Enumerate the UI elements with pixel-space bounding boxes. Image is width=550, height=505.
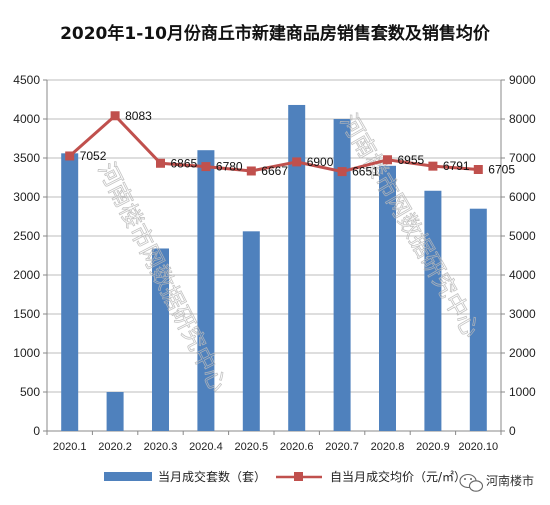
bar <box>424 190 442 431</box>
y-left-tick-label: 2000 <box>13 268 40 282</box>
line-marker <box>156 158 165 168</box>
brand: 河南楼市 <box>459 473 534 492</box>
line-marker <box>110 111 120 121</box>
data-label: 7052 <box>80 149 107 163</box>
legend-label-bars: 当月成交套数（套） <box>158 469 266 484</box>
y-right-tick-label: 8000 <box>509 112 536 126</box>
legend-swatch-bars <box>104 472 152 481</box>
line-marker <box>292 157 302 167</box>
line-marker <box>473 165 483 175</box>
x-tick-label: 2020.1 <box>53 441 87 453</box>
data-label: 6651 <box>352 165 379 179</box>
bar <box>469 208 487 431</box>
y-right-tick-label: 9000 <box>509 73 536 87</box>
x-tick-label: 2020.6 <box>280 441 314 453</box>
bar <box>288 104 306 432</box>
line-marker <box>383 155 392 165</box>
x-tick-label: 2020.7 <box>325 441 359 453</box>
data-label: 6780 <box>216 160 243 174</box>
y-left-tick-label: 4000 <box>13 112 40 126</box>
data-label: 6791 <box>443 159 470 173</box>
bar-series <box>61 104 487 432</box>
line-marker <box>201 162 211 172</box>
y-left-tick-label: 3500 <box>13 151 40 165</box>
bar <box>242 231 260 431</box>
x-axis: 2020.1 2020.2 2020.3 2020.4 2020.5 2020.6 2020… <box>53 441 498 453</box>
y-right-tick-label: 4000 <box>509 268 536 282</box>
x-tick-label: 2020.2 <box>98 441 132 453</box>
wechat-icon <box>459 473 484 492</box>
y-left-tick-label: 3000 <box>13 190 40 204</box>
x-tick-label: 2020.9 <box>416 441 450 453</box>
x-tick-label: 2020.10 <box>458 441 498 453</box>
y-left-tick-label: 2500 <box>13 229 40 243</box>
y-right-tick-label: 6000 <box>509 190 536 204</box>
bar <box>197 150 215 431</box>
data-label: 8083 <box>125 109 152 123</box>
bar <box>61 153 79 431</box>
brand-text: 河南楼市 <box>486 473 534 488</box>
legend: 当月成交套数（套） 自当月成交均价（元/㎡） <box>104 469 466 484</box>
line-series: 7052 8083 6865 6780 6667 6900 6651 6955 6791 6705 <box>65 109 515 179</box>
data-label: 6865 <box>171 156 198 170</box>
bar <box>333 119 351 431</box>
y-left-tick-label: 4500 <box>13 73 40 87</box>
x-tick-label: 2020.8 <box>371 441 405 453</box>
data-label: 6955 <box>398 153 425 167</box>
line-marker <box>246 166 256 176</box>
y-left-tick-label: 1000 <box>13 346 40 360</box>
legend-swatch-marker <box>294 472 303 481</box>
chart-title: 2020年1-10月份商丘市新建商品房销售套数及销售均价 <box>60 23 491 44</box>
line-marker <box>65 151 75 161</box>
y-axis-left: 0 500 1000 1500 2000 2500 3000 3500 4000 4500 <box>13 73 40 438</box>
price-line <box>68 113 479 174</box>
y-axis-right: 0 1000 2000 3000 4000 5000 6000 7000 8000 9000 <box>509 73 536 438</box>
data-label: 6667 <box>261 164 288 178</box>
y-right-tick-label: 3000 <box>509 307 536 321</box>
legend-label-line: 自当月成交均价（元/㎡） <box>330 469 466 484</box>
x-tick-label: 2020.5 <box>234 441 268 453</box>
bar <box>379 165 396 432</box>
data-label: 6900 <box>307 155 334 169</box>
bar <box>106 392 124 431</box>
bar <box>152 248 169 431</box>
y-right-tick-label: 5000 <box>509 229 536 243</box>
watermark-text-2: 河南楼市网数据研究中心 <box>335 110 484 342</box>
x-tick-label: 2020.4 <box>189 441 223 453</box>
y-left-tick-label: 1500 <box>13 307 40 321</box>
x-tick-label: 2020.3 <box>144 441 178 453</box>
y-right-tick-label: 1000 <box>509 385 536 399</box>
y-right-tick-label: 7000 <box>509 151 536 165</box>
y-left-tick-label: 500 <box>20 385 40 399</box>
data-label: 6705 <box>488 163 515 177</box>
y-left-tick-label: 0 <box>33 424 40 438</box>
line-marker <box>428 161 438 171</box>
line-marker <box>337 167 347 177</box>
y-right-tick-label: 2000 <box>509 346 536 360</box>
y-right-tick-label: 0 <box>509 424 516 438</box>
